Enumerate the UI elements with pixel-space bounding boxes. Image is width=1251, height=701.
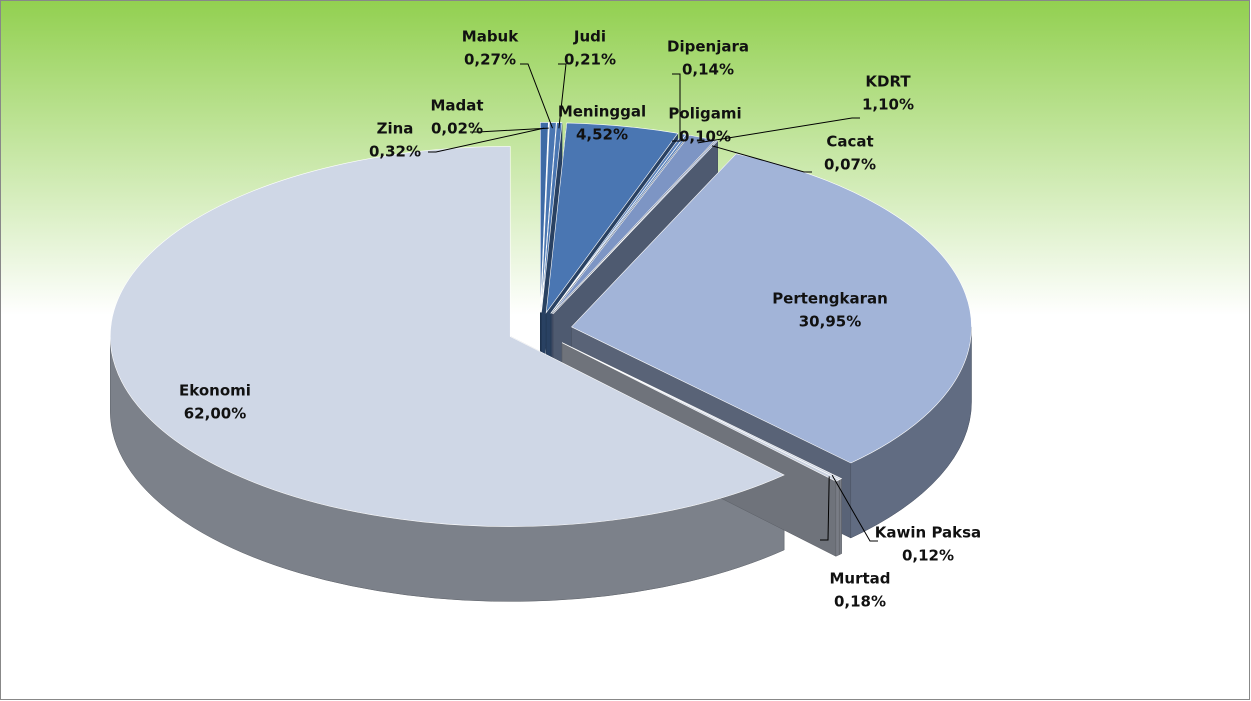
slice [550,134,689,314]
leader-line [428,127,545,153]
category-label: Ekonomi [179,382,251,400]
leader-line [711,145,812,173]
value-label: 62,00% [184,405,246,423]
category-label: Meninggal [558,103,646,121]
category-label: Cacat [826,133,873,151]
leader-line [672,73,681,140]
leader-line [470,127,549,133]
category-label: Dipenjara [667,38,749,56]
slice [571,153,972,464]
value-label: 0,12% [902,547,954,565]
value-label: 0,02% [431,120,483,138]
leader-line [831,474,878,542]
value-label: 0,21% [564,51,616,69]
value-label: 0,07% [824,156,876,174]
leader-line [820,476,830,541]
slice [109,146,785,527]
leader-line [672,139,684,142]
category-label: Mabuk [462,28,519,46]
slice [540,122,549,313]
value-label: 1,10% [862,96,914,114]
leader-line [520,63,553,129]
category-label: Kawin Paksa [875,524,981,542]
value-label: 0,18% [834,593,886,611]
value-label: 0,10% [679,128,731,146]
slice [545,122,679,314]
slice [540,122,557,313]
leader-line [697,117,860,144]
category-label: Poligami [668,105,741,123]
category-label: KDRT [865,73,911,91]
value-label: 4,52% [576,126,628,144]
category-label: Murtad [829,570,890,588]
value-label: 0,32% [369,143,421,161]
slice-side [835,479,840,557]
value-label: 30,95% [799,313,861,331]
leader-line [558,63,567,129]
value-label: 0,14% [682,61,734,79]
category-label: Madat [430,97,483,115]
value-label: 0,27% [464,51,516,69]
category-label: Pertengkaran [772,290,888,308]
category-label: Zina [377,120,414,138]
category-label: Judi [573,28,606,46]
pie: Zina 0,32% Madat 0,02% Mabuk 0,27% Judi 0,21% Me… [109,28,981,611]
